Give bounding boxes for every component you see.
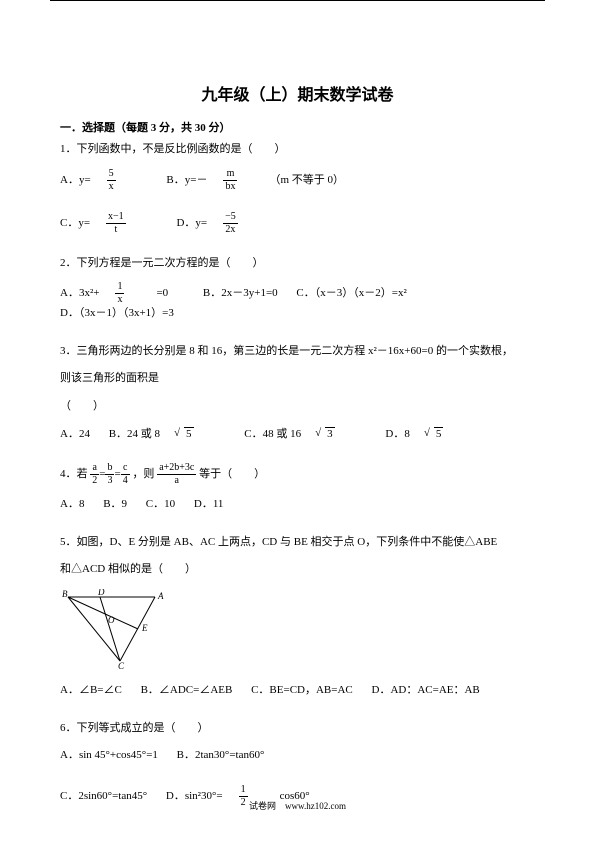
q3-opt-a: A．24 xyxy=(60,428,90,440)
question-6-options-ab: A．sin 45°+cos45°=1 B．2tan30°=tan60° xyxy=(60,747,535,765)
svg-text:D: D xyxy=(97,589,105,597)
q2-opt-c: C．（x－3）（x－2）=x² xyxy=(296,287,406,299)
question-4: 4．若 a2=b3=c4 ，则 a+2b+3ca 等于（ ） xyxy=(60,463,535,486)
question-6: 6．下列等式成立的是（ ） xyxy=(60,720,535,738)
question-1: 1．下列函数中，不是反比例函数的是（ ） xyxy=(60,141,535,159)
q1-opt-c: C．y=x−1t xyxy=(60,217,160,229)
question-3-options: A．24 B．24 或 85 C．48 或 163 D．85 xyxy=(60,426,535,444)
question-2: 2．下列方程是一元二次方程的是（ ） xyxy=(60,255,535,273)
q2-opt-d: D．（3x－1）（3x+1）=3 xyxy=(60,307,174,319)
question-5-options: A．∠B=∠C B．∠ADC=∠AEB C．BE=CD，AB=AC D．AD：A… xyxy=(60,682,535,700)
question-3-line1: 3．三角形两边的长分别是 8 和 16，第三边的长是一元二次方程 x²－16x+… xyxy=(60,343,535,361)
q4-opt-c: C．10 xyxy=(146,498,175,510)
q5-opt-d: D．AD：AC=AE：AB xyxy=(372,684,480,696)
page-title: 九年级（上）期末数学试卷 xyxy=(60,81,535,105)
triangle-figure: B D A O E C xyxy=(60,589,535,672)
question-3-line2: 则该三角形的面积是 xyxy=(60,370,535,388)
q4-opt-d: D．11 xyxy=(194,498,224,510)
q5-opt-a: A．∠B=∠C xyxy=(60,684,122,696)
question-4-options: A．8 B．9 C．10 D．11 xyxy=(60,496,535,514)
question-2-options: A．3x²+1x=0 B．2x－3y+1=0 C．（x－3）（x－2）=x² D… xyxy=(60,282,535,323)
svg-text:O: O xyxy=(108,615,115,625)
q1-opt-d: D．y=−52x xyxy=(176,217,269,229)
q3-opt-d: D．85 xyxy=(385,428,475,440)
svg-text:C: C xyxy=(118,661,125,669)
q5-opt-b: B．∠ADC=∠AEB xyxy=(141,684,233,696)
q6-opt-b: B．2tan30°=tan60° xyxy=(177,749,265,761)
section-heading: 一．选择题（每题 3 分，共 30 分） xyxy=(60,119,535,135)
svg-text:E: E xyxy=(141,623,148,633)
question-1-options-ab: A．y=5x B．y=－mbx（m 不等于 0） xyxy=(60,169,535,192)
question-5-line2: 和△ACD 相似的是（ ） xyxy=(60,561,535,579)
q4-opt-b: B．9 xyxy=(103,498,127,510)
q2-opt-b: B．2x－3y+1=0 xyxy=(203,287,278,299)
q3-opt-b: B．24 或 85 xyxy=(109,428,226,440)
q6-opt-a: A．sin 45°+cos45°=1 xyxy=(60,749,158,761)
q4-opt-a: A．8 xyxy=(60,498,84,510)
question-1-options-cd: C．y=x−1t D．y=−52x xyxy=(60,212,535,235)
svg-text:A: A xyxy=(157,591,164,601)
svg-text:B: B xyxy=(62,589,68,599)
q3-opt-c: C．48 或 163 xyxy=(244,428,366,440)
question-3-paren: （ ） xyxy=(60,398,535,416)
q1-opt-b: B．y=－mbx（m 不等于 0） xyxy=(166,174,360,186)
q1-opt-a: A．y=5x xyxy=(60,174,150,186)
q2-opt-a: A．3x²+1x=0 xyxy=(60,287,187,299)
page-footer: 试卷网 www.hz102.com xyxy=(0,799,595,812)
q5-opt-c: C．BE=CD，AB=AC xyxy=(251,684,353,696)
question-5-line1: 5．如图，D、E 分别是 AB、AC 上两点，CD 与 BE 相交于点 O，下列… xyxy=(60,534,535,552)
